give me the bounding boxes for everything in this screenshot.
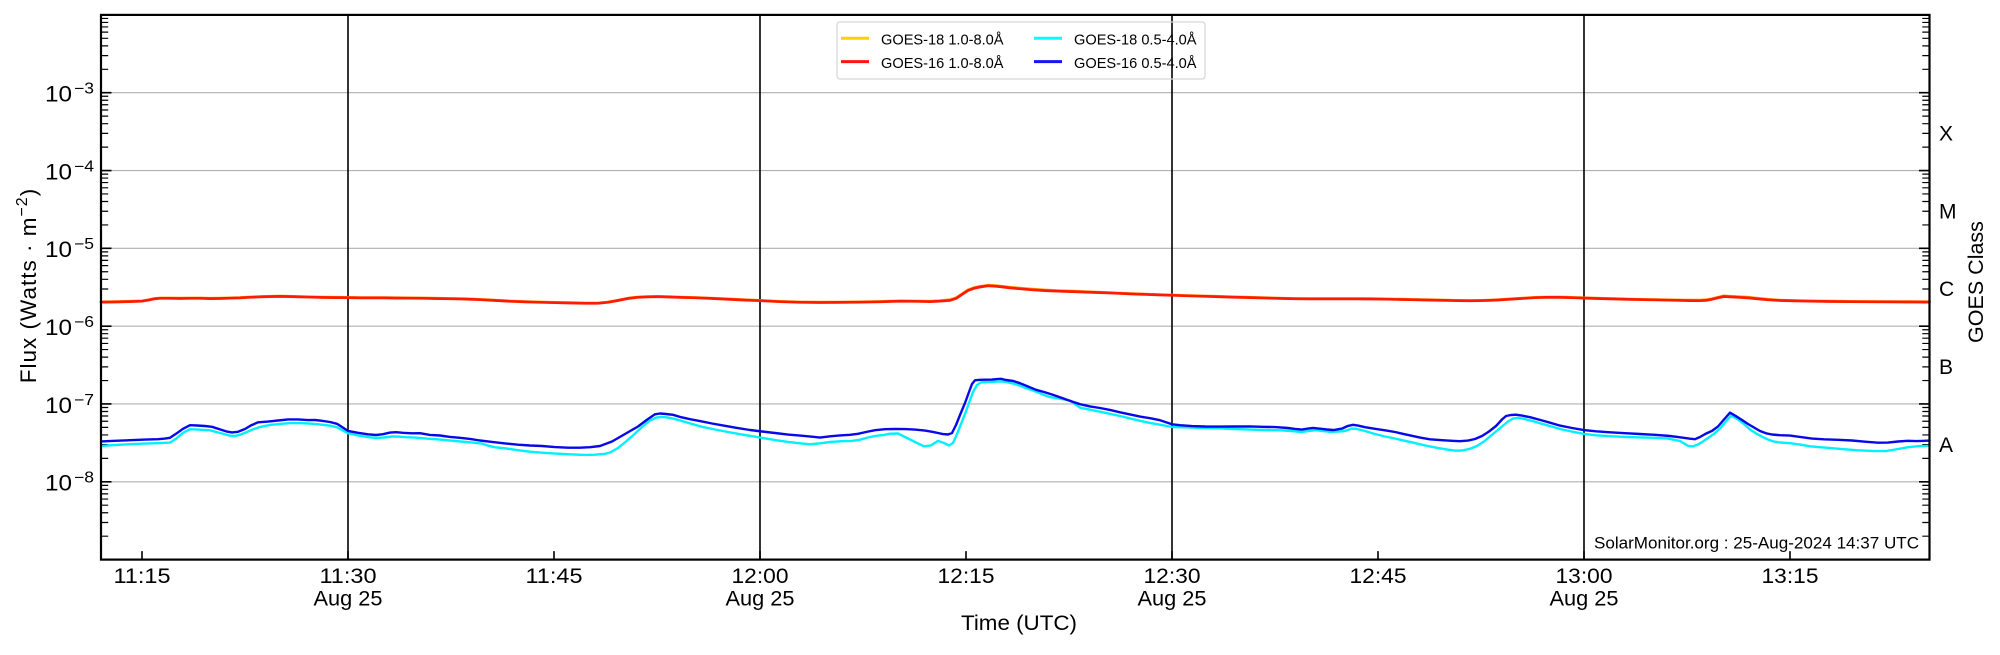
svg-text:12:45: 12:45 (1350, 565, 1407, 588)
svg-text:10: 10 (45, 82, 72, 107)
svg-text:C: C (1939, 278, 1954, 301)
svg-text:10: 10 (45, 393, 72, 418)
svg-text:−8: −8 (74, 470, 94, 487)
svg-text:−6: −6 (74, 314, 94, 331)
svg-text:10: 10 (45, 315, 72, 340)
svg-text:SolarMonitor.org : 25-Aug-2024: SolarMonitor.org : 25-Aug-2024 14:37 UTC (1594, 534, 1919, 553)
svg-text:11:15: 11:15 (114, 565, 171, 588)
svg-text:Aug 25: Aug 25 (726, 588, 795, 611)
svg-text:GOES-18 0.5-4.0Å: GOES-18 0.5-4.0Å (1074, 31, 1197, 48)
svg-text:GOES-18 1.0-8.0Å: GOES-18 1.0-8.0Å (881, 31, 1004, 48)
svg-text:10: 10 (45, 159, 72, 184)
svg-text:GOES-16 0.5-4.0Å: GOES-16 0.5-4.0Å (1074, 55, 1197, 72)
svg-text:12:00: 12:00 (732, 565, 789, 588)
svg-text:X: X (1939, 123, 1953, 146)
svg-text:A: A (1939, 434, 1953, 457)
svg-text:10: 10 (45, 471, 72, 496)
svg-text:Flux (Watts · m−2): Flux (Watts · m−2) (14, 188, 41, 383)
svg-text:10: 10 (45, 237, 72, 262)
svg-text:13:15: 13:15 (1762, 565, 1819, 588)
svg-text:Aug 25: Aug 25 (1138, 588, 1207, 611)
svg-text:13:00: 13:00 (1556, 565, 1613, 588)
svg-text:−4: −4 (74, 158, 94, 175)
svg-text:GOES-16 1.0-8.0Å: GOES-16 1.0-8.0Å (881, 55, 1004, 72)
svg-text:Aug 25: Aug 25 (314, 588, 383, 611)
svg-text:12:15: 12:15 (938, 565, 995, 588)
svg-text:11:30: 11:30 (320, 565, 377, 588)
svg-text:Aug 25: Aug 25 (1550, 588, 1619, 611)
svg-text:Time (UTC): Time (UTC) (961, 612, 1077, 635)
svg-text:B: B (1939, 356, 1953, 379)
svg-text:−7: −7 (74, 392, 94, 409)
svg-text:M: M (1939, 200, 1957, 223)
svg-text:−3: −3 (74, 81, 94, 98)
svg-text:GOES Class: GOES Class (1964, 221, 1988, 343)
svg-text:12:30: 12:30 (1144, 565, 1201, 588)
svg-text:−5: −5 (74, 236, 94, 253)
svg-text:11:45: 11:45 (526, 565, 583, 588)
